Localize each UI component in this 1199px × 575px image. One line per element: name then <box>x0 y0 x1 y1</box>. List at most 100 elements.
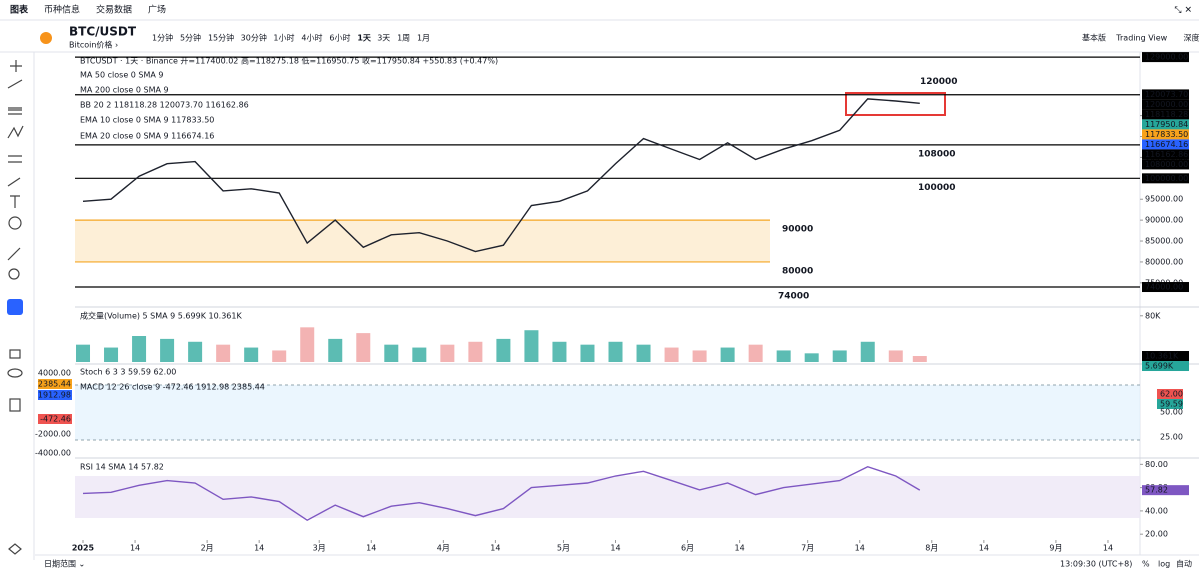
interval[interactable]: 15分钟 <box>208 33 234 43</box>
stoch-axis-label: 50.00 <box>1160 408 1183 417</box>
price-line <box>82 98 920 253</box>
volume-bar <box>440 344 455 362</box>
tool-layers[interactable] <box>8 543 22 555</box>
tool-text[interactable] <box>10 195 20 208</box>
tool-ruler[interactable] <box>7 247 21 261</box>
stoch-band <box>75 385 1140 440</box>
menu-item[interactable]: 图表 <box>10 4 29 16</box>
tool-eye[interactable] <box>7 368 23 378</box>
volume-bar <box>636 344 651 362</box>
macd-axis-label: 2385.44 <box>38 380 71 389</box>
tool-fib[interactable] <box>8 155 22 163</box>
y-tick-label: 20.00 <box>1145 530 1168 539</box>
auto-toggle[interactable]: 自动 <box>1176 559 1192 569</box>
macd-axis-label: -4000.00 <box>35 449 71 458</box>
rsi-band <box>75 476 1140 518</box>
clock: 13:09:30 (UTC+8) <box>1060 560 1132 569</box>
indicator-legend: EMA 10 close 0 SMA 9 117833.50 <box>80 116 214 125</box>
price-badge-label: 117833.50 <box>1145 130 1188 139</box>
tool-cross[interactable] <box>10 60 22 72</box>
interval[interactable]: 4小时 <box>301 33 322 43</box>
x-tick-label: 14 <box>490 544 500 553</box>
window-controls[interactable]: ⤡ ✕ <box>1174 6 1192 16</box>
macd-axis-label: 1912.98 <box>38 391 71 400</box>
price-badge-label: 117950.84 <box>1145 120 1188 129</box>
indicator-legend: EMA 20 close 0 SMA 9 116674.16 <box>80 132 214 141</box>
volume-bar <box>888 350 903 362</box>
price-badge <box>1142 109 1189 120</box>
tool-brush[interactable] <box>7 177 21 187</box>
level-label: 80000 <box>782 266 813 276</box>
rsi-legend: RSI 14 SMA 14 57.82 <box>80 463 164 472</box>
interval[interactable]: 1小时 <box>273 33 294 43</box>
symbol: BTC/USDT <box>69 25 137 39</box>
price-badge-label: 100000.00 <box>1145 174 1188 183</box>
price-badge <box>1142 149 1189 160</box>
menu-item[interactable]: 交易数据 <box>96 4 132 16</box>
price-badge-label: 116674.16 <box>1145 140 1188 149</box>
x-tick-label: 14 <box>735 544 745 553</box>
volume-bar <box>580 344 595 362</box>
interval[interactable]: 30分钟 <box>241 33 267 43</box>
tool-zoom[interactable] <box>8 268 20 280</box>
interval[interactable]: 3天 <box>377 34 390 43</box>
tool-emoji[interactable] <box>8 216 22 230</box>
macd-axis-label: -472.46 <box>40 415 71 424</box>
stoch-legend: Stoch 6 3 3 59.59 62.00 <box>80 368 176 377</box>
menu-item[interactable]: 广场 <box>148 4 166 16</box>
volume-bar <box>748 344 763 362</box>
volume-bar <box>692 350 707 362</box>
price-badge <box>1142 282 1189 293</box>
volume-bar <box>244 347 259 362</box>
menu-item[interactable]: 币种信息 <box>44 4 80 16</box>
macd-legend: MACD 12 26 close 9 -472.46 1912.98 2385.… <box>80 383 265 392</box>
interval[interactable]: 1天 <box>357 34 372 43</box>
price-badge <box>1142 129 1189 140</box>
x-tick-label: 14 <box>1103 544 1113 553</box>
price-badge <box>1142 159 1189 170</box>
log-toggle[interactable]: log <box>1158 560 1170 569</box>
volume-bar <box>804 353 819 362</box>
y-tick-label: 40.00 <box>1145 506 1168 515</box>
interval[interactable]: 1分钟 <box>152 33 173 43</box>
price-badge-label: 108000.00 <box>1145 160 1188 169</box>
pct-toggle[interactable]: % <box>1142 560 1150 569</box>
tool-lock[interactable] <box>9 349 21 359</box>
x-tick-label: 14 <box>254 544 264 553</box>
date-range[interactable]: 日期范围 ⌄ <box>44 559 85 569</box>
volume-bar <box>188 341 203 362</box>
volume-bar <box>384 344 399 362</box>
x-tick-label: 4月 <box>437 544 450 553</box>
tool-lines[interactable] <box>7 79 23 115</box>
volume-bar <box>720 347 735 362</box>
interval[interactable]: 1月 <box>417 34 430 43</box>
tool-trash[interactable] <box>9 398 21 412</box>
volume-bar <box>160 338 175 362</box>
x-tick-label: 3月 <box>313 544 326 553</box>
stoch-badge <box>1157 389 1183 399</box>
level-label: 90000 <box>782 225 813 235</box>
view-tab[interactable]: 基本版 <box>1082 33 1106 43</box>
level-label: 100000 <box>918 183 956 193</box>
volume-bar <box>104 347 119 362</box>
interval[interactable]: 5分钟 <box>180 33 201 43</box>
stoch-badge <box>1157 399 1183 409</box>
volume-bar <box>272 350 287 362</box>
volume-bar <box>860 341 875 362</box>
interval[interactable]: 1周 <box>397 34 410 43</box>
stoch-axis-label: 62.00 <box>1160 390 1183 399</box>
price-badge <box>1142 361 1189 372</box>
interval[interactable]: 6小时 <box>329 33 350 43</box>
volume-bar <box>608 341 623 362</box>
view-tab[interactable]: Trading View <box>1115 34 1167 43</box>
view-tab[interactable]: 深度图 <box>1184 33 1199 43</box>
volume-legend: 成交量(Volume) 5 SMA 9 5.699K 10.361K <box>80 311 242 321</box>
tool-pattern[interactable] <box>7 125 24 139</box>
volume-bar <box>664 347 679 362</box>
volume-bar <box>356 333 371 362</box>
volume-bar <box>76 344 91 362</box>
x-tick-label: 6月 <box>681 544 694 553</box>
macd-axis-label: 4000.00 <box>38 369 71 378</box>
tool-magnet[interactable] <box>7 299 23 315</box>
level-label: 74000 <box>778 292 809 302</box>
